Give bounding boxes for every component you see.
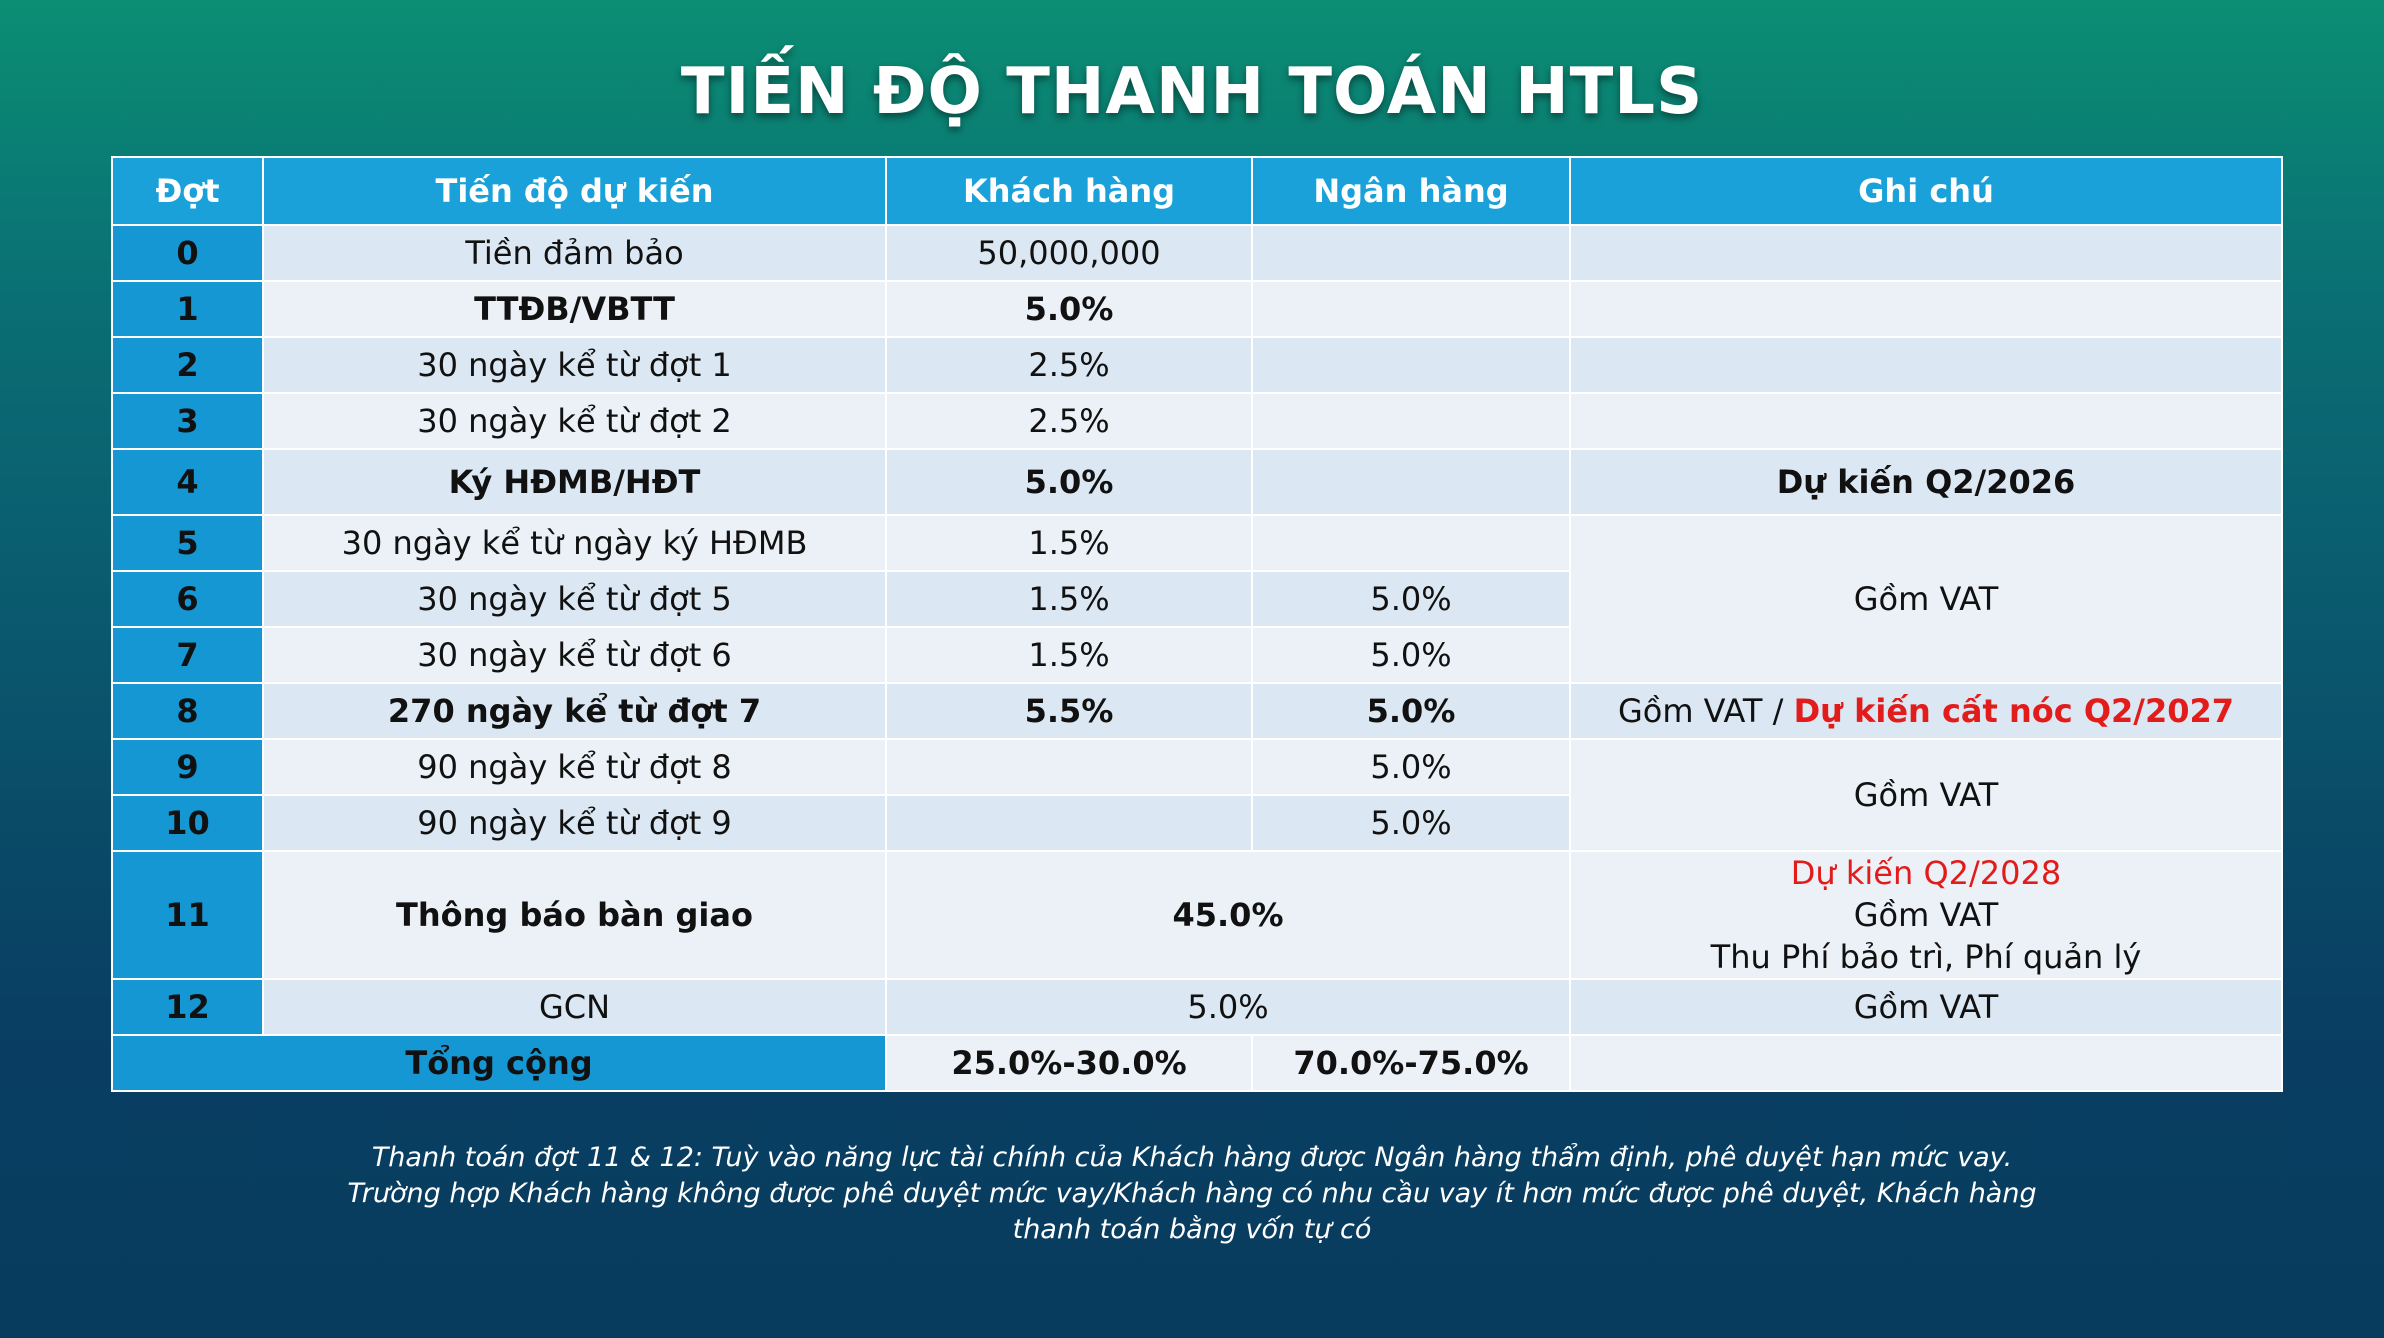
table-row: 0 Tiền đảm bảo 50,000,000 xyxy=(111,224,2283,282)
page-title: TIẾN ĐỘ THANH TOÁN HTLS xyxy=(680,55,1704,129)
header-khach-hang: Khách hàng xyxy=(885,156,1253,226)
header-tien-do: Tiến độ dự kiến xyxy=(262,156,887,226)
footnote: Thanh toán đợt 11 & 12: Tuỳ vào năng lực… xyxy=(0,1140,2384,1248)
header-dot: Đợt xyxy=(111,156,264,226)
ghi-chu-cat-noc: Dự kiến cất nóc Q2/2027 xyxy=(1793,692,2235,730)
row-number: 3 xyxy=(111,392,264,450)
ngan-hang-cell: 5.0% xyxy=(1251,738,1571,796)
row-number: 0 xyxy=(111,224,264,282)
row-number: 1 xyxy=(111,280,264,338)
table-row: 5 30 ngày kể từ ngày ký HĐMB 1.5% Gồm VA… xyxy=(111,514,2283,684)
table-row: 7 30 ngày kể từ đợt 6 1.5% 5.0% xyxy=(111,626,2282,684)
khach-hang-cell: 1.5% xyxy=(885,626,1253,684)
tien-do-cell: Ký HĐMB/HĐT xyxy=(262,448,887,516)
khach-hang-cell: 2.5% xyxy=(885,392,1253,450)
ngan-hang-cell xyxy=(1251,280,1571,338)
table-row: 4 Ký HĐMB/HĐT 5.0% Dự kiến Q2/2026 xyxy=(111,448,2283,516)
khach-hang-cell: 5.0% xyxy=(885,448,1253,516)
tien-do-cell: 30 ngày kể từ đợt 5 xyxy=(262,570,887,628)
tien-do-cell: Tiền đảm bảo xyxy=(262,224,887,282)
tien-do-cell: 30 ngày kể từ đợt 1 xyxy=(262,336,887,394)
khach-hang-cell: 50,000,000 xyxy=(885,224,1253,282)
ngan-hang-cell: 5.0% xyxy=(1251,626,1571,684)
table-row: 9 90 ngày kể từ đợt 8 5.0% Gồm VAT xyxy=(111,738,2283,852)
table-header-row: Đợt Tiến độ dự kiến Khách hàng Ngân hàng… xyxy=(111,156,2283,226)
ghi-chu-cell: Dự kiến Q2/2026 xyxy=(1569,448,2283,516)
ghi-chu-cell: Gồm VAT xyxy=(1569,978,2283,1036)
row-number: 9 xyxy=(111,738,264,796)
ghi-chu-cell: Gồm VAT / Dự kiến cất nóc Q2/2027 xyxy=(1569,682,2283,740)
ghi-chu-cell xyxy=(1569,280,2283,338)
ghi-chu-cell: Dự kiến Q2/2028 Gồm VAT Thu Phí bảo trì,… xyxy=(1569,850,2283,980)
payment-schedule-table: Đợt Tiến độ dự kiến Khách hàng Ngân hàng… xyxy=(111,156,2283,1092)
ngan-hang-cell xyxy=(1251,336,1571,394)
ghi-chu-cell xyxy=(1569,224,2283,282)
tien-do-cell: TTĐB/VBTT xyxy=(262,280,887,338)
header-ghi-chu: Ghi chú xyxy=(1569,156,2283,226)
ghi-chu-cell xyxy=(1569,392,2283,450)
row-number: 5 xyxy=(111,514,264,572)
ngan-hang-cell xyxy=(1251,392,1571,450)
tien-do-cell: Thông báo bàn giao xyxy=(262,850,887,980)
row-number: 11 xyxy=(111,850,264,980)
total-label: Tổng cộng xyxy=(111,1034,887,1092)
ngan-hang-cell: 5.0% xyxy=(1251,570,1571,628)
table-row: 6 30 ngày kể từ đợt 5 1.5% 5.0% xyxy=(111,570,2282,628)
tien-do-cell: 90 ngày kể từ đợt 8 xyxy=(262,738,887,796)
table-row: 2 30 ngày kể từ đợt 1 2.5% xyxy=(111,336,2283,394)
tien-do-cell: 270 ngày kể từ đợt 7 xyxy=(262,682,887,740)
ghi-chu-merged-cell: Gồm VAT xyxy=(1569,514,2283,684)
total-row: Tổng cộng 25.0%-30.0% 70.0%-75.0% xyxy=(111,1034,2283,1092)
tien-do-cell: 30 ngày kể từ ngày ký HĐMB xyxy=(262,514,887,572)
ghi-chu-cell xyxy=(1569,336,2283,394)
khach-hang-cell: 2.5% xyxy=(885,336,1253,394)
table-row: 10 90 ngày kể từ đợt 9 5.0% xyxy=(111,794,2282,852)
khach-hang-cell: 1.5% xyxy=(885,570,1253,628)
khach-hang-cell: 5.0% xyxy=(885,280,1253,338)
row-number: 6 xyxy=(111,570,264,628)
total-khach-hang: 25.0%-30.0% xyxy=(885,1034,1253,1092)
table-row: 1 TTĐB/VBTT 5.0% xyxy=(111,280,2283,338)
ngan-hang-cell xyxy=(1251,448,1571,516)
ghi-chu-vat: Gồm VAT / xyxy=(1617,692,1794,730)
combined-payment-cell: 5.0% xyxy=(885,978,1571,1036)
tien-do-cell: 30 ngày kể từ đợt 2 xyxy=(262,392,887,450)
ghi-chu-line: Thu Phí bảo trì, Phí quản lý xyxy=(1710,938,2142,976)
ghi-chu-line: Dự kiến Q2/2028 xyxy=(1790,854,2062,892)
header-ngan-hang: Ngân hàng xyxy=(1251,156,1571,226)
table-row: 8 270 ngày kể từ đợt 7 5.5% 5.0% Gồm VAT… xyxy=(111,682,2283,740)
tien-do-cell: 90 ngày kể từ đợt 9 xyxy=(262,794,887,852)
footnote-line: Trường hợp Khách hàng không được phê duy… xyxy=(347,1178,2037,1209)
footnote-line: thanh toán bằng vốn tự có xyxy=(1012,1214,1372,1245)
ngan-hang-cell: 5.0% xyxy=(1251,794,1571,852)
footnote-line: Thanh toán đợt 11 & 12: Tuỳ vào năng lực… xyxy=(371,1142,2013,1173)
khach-hang-cell xyxy=(885,738,1253,796)
total-ghi-chu xyxy=(1569,1034,2283,1092)
combined-payment-cell: 45.0% xyxy=(885,850,1571,980)
tien-do-cell: 30 ngày kể từ đợt 6 xyxy=(262,626,887,684)
table-row: 12 GCN 5.0% Gồm VAT xyxy=(111,978,2283,1036)
khach-hang-cell xyxy=(885,794,1253,852)
total-ngan-hang: 70.0%-75.0% xyxy=(1251,1034,1571,1092)
tien-do-cell: GCN xyxy=(262,978,887,1036)
ghi-chu-merged-cell: Gồm VAT xyxy=(1569,738,2283,852)
table-row: 3 30 ngày kể từ đợt 2 2.5% xyxy=(111,392,2283,450)
row-number: 7 xyxy=(111,626,264,684)
khach-hang-cell: 1.5% xyxy=(885,514,1253,572)
table-row: 11 Thông báo bàn giao 45.0% Dự kiến Q2/2… xyxy=(111,850,2283,980)
ghi-chu-line: Gồm VAT xyxy=(1853,896,1999,934)
row-number: 8 xyxy=(111,682,264,740)
ngan-hang-cell xyxy=(1251,224,1571,282)
row-number: 12 xyxy=(111,978,264,1036)
ngan-hang-cell xyxy=(1251,514,1571,572)
khach-hang-cell: 5.5% xyxy=(885,682,1253,740)
row-number: 4 xyxy=(111,448,264,516)
ngan-hang-cell: 5.0% xyxy=(1251,682,1571,740)
row-number: 2 xyxy=(111,336,264,394)
row-number: 10 xyxy=(111,794,264,852)
